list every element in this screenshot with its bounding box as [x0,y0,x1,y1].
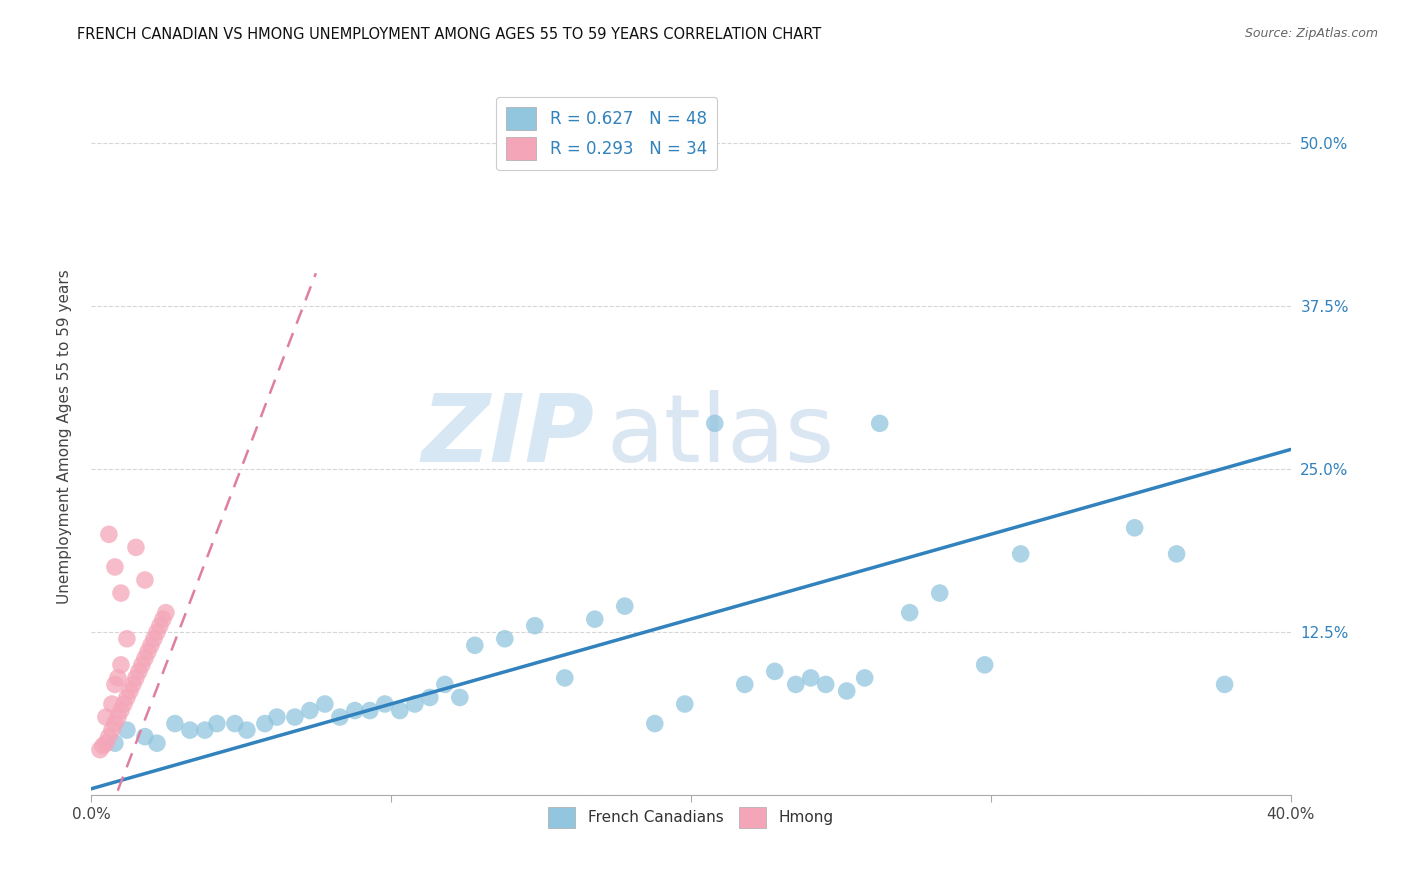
Point [112,697,135,711]
Point [800,671,823,685]
Point [149,618,172,632]
Point [115,690,138,705]
Legend: French Canadians, Hmong: French Canadians, Hmong [541,801,839,834]
Point [253,716,276,731]
Point [115,723,138,738]
Text: Source: ZipAtlas.com: Source: ZipAtlas.com [1244,27,1378,40]
Point [613,599,636,614]
Point [122,677,145,691]
Point [134,573,156,587]
Point [118,684,141,698]
Point [419,690,441,705]
Point [673,697,696,711]
Point [869,417,891,431]
Point [91,739,114,753]
Point [163,716,186,731]
Point [1166,547,1188,561]
Point [152,612,174,626]
Point [104,736,127,750]
Text: atlas: atlas [607,391,835,483]
Point [179,723,201,738]
Point [898,606,921,620]
Point [97,730,120,744]
Point [298,704,321,718]
Point [104,560,127,574]
Point [146,625,169,640]
Point [583,612,606,626]
Point [104,677,127,691]
Point [134,651,156,665]
Point [388,704,411,718]
Point [94,710,117,724]
Point [785,677,807,691]
Y-axis label: Unemployment Among Ages 55 to 59 years: Unemployment Among Ages 55 to 59 years [58,269,72,604]
Point [853,671,876,685]
Point [343,704,366,718]
Point [374,697,396,711]
Text: ZIP: ZIP [422,391,595,483]
Point [89,742,111,756]
Point [449,690,471,705]
Point [814,677,837,691]
Point [433,677,456,691]
Point [110,657,132,672]
Point [973,657,995,672]
Point [107,710,129,724]
Point [142,632,165,646]
Point [194,723,217,738]
Point [97,527,120,541]
Point [205,716,228,731]
Point [1213,677,1236,691]
Point [554,671,576,685]
Point [404,697,426,711]
Point [523,618,546,632]
Point [125,541,148,555]
Point [94,736,117,750]
Point [284,710,307,724]
Point [928,586,950,600]
Point [146,736,169,750]
Point [155,606,177,620]
Point [139,638,162,652]
Point [115,632,138,646]
Point [644,716,666,731]
Point [136,645,159,659]
Point [101,697,124,711]
Point [1123,521,1146,535]
Point [464,638,486,652]
Point [134,730,156,744]
Point [734,677,756,691]
Point [236,723,259,738]
Point [110,586,132,600]
Text: FRENCH CANADIAN VS HMONG UNEMPLOYMENT AMONG AGES 55 TO 59 YEARS CORRELATION CHAR: FRENCH CANADIAN VS HMONG UNEMPLOYMENT AM… [77,27,821,42]
Point [101,723,124,738]
Point [1010,547,1032,561]
Point [104,716,127,731]
Point [763,665,786,679]
Point [110,704,132,718]
Point [131,657,153,672]
Point [266,710,288,724]
Point [125,671,148,685]
Point [494,632,516,646]
Point [107,671,129,685]
Point [835,684,858,698]
Point [703,417,725,431]
Point [128,665,150,679]
Point [314,697,336,711]
Point [359,704,381,718]
Point [329,710,352,724]
Point [224,716,246,731]
